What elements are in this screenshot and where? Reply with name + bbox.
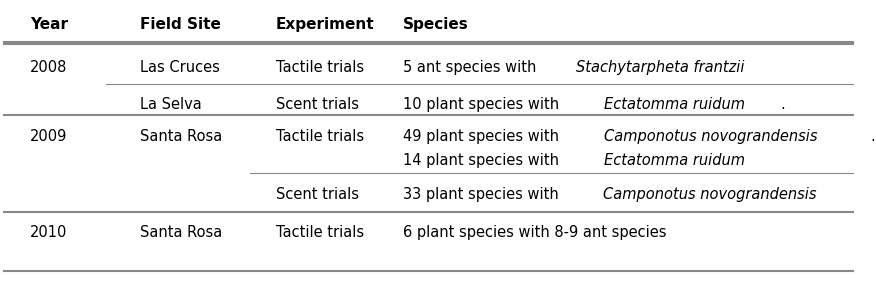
Text: Tactile trials: Tactile trials bbox=[276, 60, 364, 76]
Text: 10 plant species with: 10 plant species with bbox=[403, 97, 564, 112]
Text: Las Cruces: Las Cruces bbox=[140, 60, 220, 76]
Text: Camponotus novograndensis: Camponotus novograndensis bbox=[604, 128, 817, 144]
Text: Species: Species bbox=[403, 17, 469, 32]
Text: Year: Year bbox=[30, 17, 67, 32]
Text: 14 plant species with: 14 plant species with bbox=[403, 153, 563, 168]
Text: Scent trials: Scent trials bbox=[276, 97, 358, 112]
Text: Tactile trials: Tactile trials bbox=[276, 225, 364, 240]
Text: Field Site: Field Site bbox=[140, 17, 221, 32]
Text: Ectatomma ruidum: Ectatomma ruidum bbox=[604, 97, 745, 112]
Text: Stachytarpheta frantzii: Stachytarpheta frantzii bbox=[576, 60, 744, 76]
Text: Camponotus novograndensis: Camponotus novograndensis bbox=[604, 187, 817, 202]
Text: 33 plant species with: 33 plant species with bbox=[403, 187, 563, 202]
Text: 2008: 2008 bbox=[30, 60, 67, 76]
Text: La Selva: La Selva bbox=[140, 97, 201, 112]
Text: .: . bbox=[871, 128, 875, 144]
Text: 49 plant species with: 49 plant species with bbox=[403, 128, 563, 144]
Text: 2009: 2009 bbox=[30, 128, 67, 144]
Text: 6 plant species with 8-9 ant species: 6 plant species with 8-9 ant species bbox=[403, 225, 667, 240]
Text: Tactile trials: Tactile trials bbox=[276, 128, 364, 144]
Text: Ectatomma ruidum: Ectatomma ruidum bbox=[604, 153, 745, 168]
Text: Santa Rosa: Santa Rosa bbox=[140, 128, 223, 144]
Text: Scent trials: Scent trials bbox=[276, 187, 358, 202]
Text: Santa Rosa: Santa Rosa bbox=[140, 225, 223, 240]
Text: 2010: 2010 bbox=[30, 225, 67, 240]
Text: 5 ant species with: 5 ant species with bbox=[403, 60, 541, 76]
Text: .: . bbox=[781, 97, 785, 112]
Text: Experiment: Experiment bbox=[276, 17, 374, 32]
